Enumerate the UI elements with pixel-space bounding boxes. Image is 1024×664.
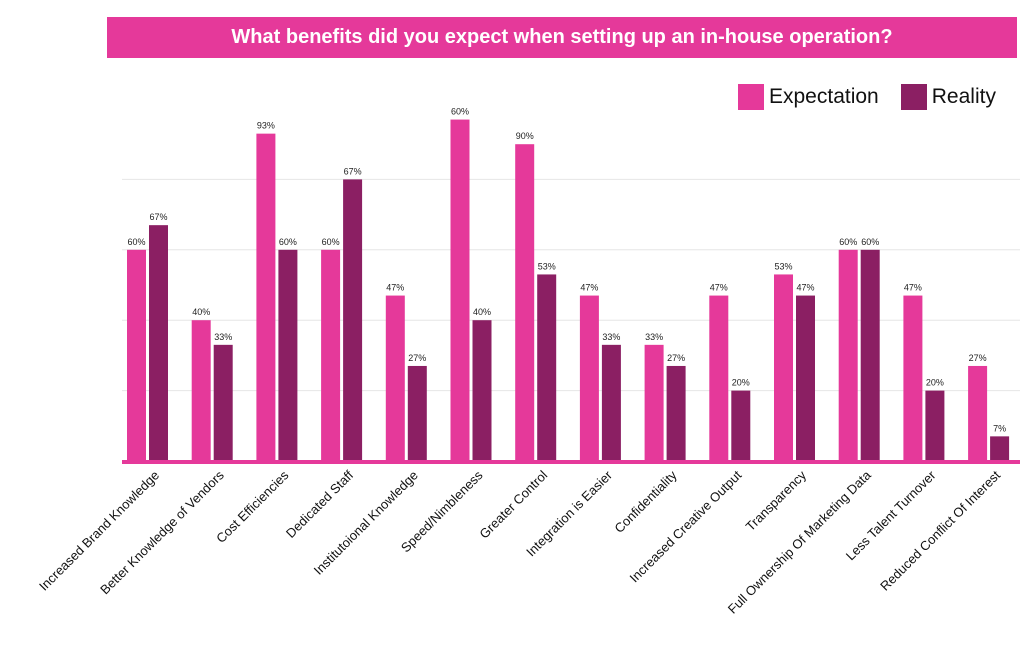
data-label: 60% [451,107,469,117]
legend-item-expectation: Expectation [738,84,879,110]
data-label: 60% [861,237,879,247]
bar-expectation [903,295,923,461]
bar-expectation [709,295,729,461]
bar-reality [925,390,945,461]
data-label: 47% [386,283,404,293]
bar-expectation [838,249,858,461]
legend-label-reality: Reality [931,85,996,108]
bar-expectation [191,320,211,461]
data-label: 93% [257,121,275,131]
category-label: Increased Creative Output [627,467,745,585]
data-label: 47% [580,283,598,293]
data-label: 67% [344,166,362,176]
legend-swatch-expectation [738,84,764,110]
category-label: Increased Brand Knowledge [36,468,162,594]
category-label: Full Ownership Of Marketing Data [725,467,875,617]
category-label: Institutoional Knowledge [311,468,421,578]
bar-reality [149,225,168,461]
chart-title: What benefits did you expect when settin… [107,17,1017,58]
category-label: Greater Control [476,467,550,541]
data-label: 40% [192,307,210,317]
data-label: 33% [602,332,620,342]
bar-expectation [774,274,793,461]
category-label: Dedicated Staff [283,467,357,541]
bar-expectation [579,295,599,461]
bar-expectation [968,365,988,461]
data-label: 53% [774,261,792,271]
bar-reality [278,249,298,461]
bar-reality [796,295,815,461]
data-label: 20% [732,378,750,388]
data-label: 27% [408,353,426,363]
category-label: Confidentiality [611,467,680,536]
bar-reality [731,390,751,461]
data-label: 40% [473,307,491,317]
legend-item-reality: Reality [900,84,996,110]
bar-expectation [256,133,276,461]
data-label: 60% [839,237,857,247]
bar-reality [407,365,427,461]
bar-expectation [450,119,470,461]
data-label: 27% [969,353,987,363]
data-label: 60% [127,237,145,247]
bar-expectation [515,144,535,461]
bar-reality [990,436,1010,461]
data-label: 53% [538,261,556,271]
data-label: 33% [214,332,232,342]
data-label: 33% [645,332,663,342]
data-label: 20% [926,378,944,388]
bar-expectation [385,295,405,461]
bar-reality [472,320,492,461]
data-label: 47% [710,283,728,293]
data-label: 47% [904,283,922,293]
category-label: Transparency [743,467,810,534]
data-label: 7% [993,423,1006,433]
bar-reality [860,249,880,461]
legend-label-expectation: Expectation [769,85,879,108]
bar-reality [601,344,621,461]
data-label: 60% [279,237,297,247]
data-label: 67% [149,212,167,222]
data-label: 27% [667,353,685,363]
data-label: 47% [796,283,814,293]
bar-reality [666,365,686,461]
bar-reality [343,179,363,461]
bar-expectation [321,249,341,461]
data-label: 60% [322,237,340,247]
legend-swatch-reality [900,84,927,110]
bar-expectation [127,249,146,461]
category-label: Better Knowledge of Vendors [97,467,227,597]
data-label: 90% [516,131,534,141]
bar-reality [213,344,233,461]
category-label: Reduced Conflict Of Interest [877,467,1003,593]
chart-legend: Expectation Reality [738,84,996,110]
bar-expectation [644,344,664,461]
bar-reality [537,274,557,461]
